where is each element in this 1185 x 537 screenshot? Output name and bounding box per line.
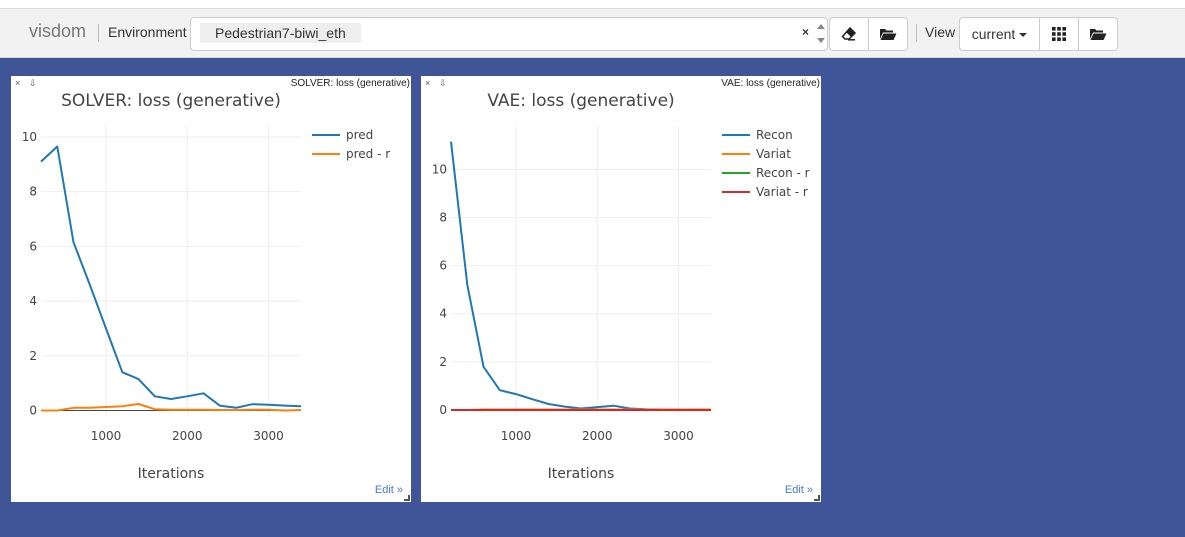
x-tick-label: 2000 xyxy=(582,429,613,443)
x-tick-label: 2000 xyxy=(172,429,203,443)
y-tick-label: 8 xyxy=(29,185,37,199)
y-tick-label: 4 xyxy=(29,294,37,308)
y-tick-label: 6 xyxy=(29,239,37,253)
series-line-0 xyxy=(40,145,302,409)
legend-label: Recon xyxy=(756,128,793,142)
brand-logo[interactable]: visdom xyxy=(29,21,87,41)
y-tick-label: 10 xyxy=(432,162,447,176)
eraser-icon xyxy=(841,26,857,41)
repack-button[interactable] xyxy=(1039,17,1079,51)
environment-select[interactable]: Pedestrian7-biwi_eth × xyxy=(190,17,828,51)
manage-env-button[interactable] xyxy=(868,17,908,51)
view-select-value: current xyxy=(971,26,1016,42)
chevron-up-icon[interactable] xyxy=(817,24,825,29)
chevron-down-icon[interactable] xyxy=(817,38,825,43)
series-line-0 xyxy=(450,141,711,411)
clear-env-button[interactable] xyxy=(829,17,869,51)
legend-label: pred xyxy=(346,128,373,142)
top-strip xyxy=(0,0,1185,8)
divider xyxy=(916,24,917,42)
y-tick-label: 0 xyxy=(439,403,447,417)
environment-spinner[interactable] xyxy=(816,21,827,47)
resize-handle-icon[interactable] xyxy=(814,495,820,501)
x-tick-label: 3000 xyxy=(253,429,284,443)
legend-label: pred - r xyxy=(346,147,390,161)
resize-handle-icon[interactable] xyxy=(404,495,410,501)
plot-window-solver[interactable]: × ⇩ SOLVER: loss (generative) SOLVER: lo… xyxy=(11,76,411,502)
x-axis-label: Iterations xyxy=(548,466,615,482)
clear-icon[interactable]: × xyxy=(802,25,810,39)
view-select[interactable]: current xyxy=(959,17,1040,51)
x-tick-label: 1000 xyxy=(91,429,122,443)
y-tick-label: 6 xyxy=(439,259,447,273)
legend-label: Variat xyxy=(756,147,791,161)
window-title: VAE: loss (generative) xyxy=(721,78,820,89)
legend-label: Variat - r xyxy=(756,185,808,199)
view-label: View xyxy=(925,24,956,40)
grid-icon xyxy=(1052,27,1066,41)
legend-label: Recon - r xyxy=(756,166,810,180)
environment-label: Environment xyxy=(108,24,187,40)
window-title: SOLVER: loss (generative) xyxy=(290,78,410,89)
folder-open-icon xyxy=(880,29,897,40)
y-tick-label: 0 xyxy=(29,404,37,418)
divider xyxy=(98,24,99,42)
manage-views-button[interactable] xyxy=(1078,17,1118,51)
line-chart[interactable]: SOLVER: loss (generative) 0 2 4 6 8 10 1000 2000… xyxy=(11,76,411,502)
chart-title: VAE: loss (generative) xyxy=(487,91,674,111)
y-tick-label: 8 xyxy=(439,210,447,224)
line-chart[interactable]: VAE: loss (generative) 0 2 4 6 8 10 1000 2000 300… xyxy=(421,76,821,502)
chart-title: SOLVER: loss (generative) xyxy=(61,91,281,111)
environment-tag[interactable]: Pedestrian7-biwi_eth xyxy=(200,23,361,43)
x-tick-label: 1000 xyxy=(501,429,532,443)
series-line-1 xyxy=(41,403,302,412)
download-icon[interactable]: ⇩ xyxy=(439,78,447,88)
y-tick-label: 2 xyxy=(439,355,447,369)
y-tick-label: 10 xyxy=(22,130,37,144)
navbar: visdom Environment Pedestrian7-biwi_eth … xyxy=(0,8,1185,58)
close-icon[interactable]: × xyxy=(15,78,21,88)
folder-open-icon xyxy=(1090,29,1107,40)
x-axis-label: Iterations xyxy=(138,466,205,482)
download-icon[interactable]: ⇩ xyxy=(29,78,37,88)
plot-window-vae[interactable]: × ⇩ VAE: loss (generative) VAE: loss (ge… xyxy=(421,76,821,502)
y-tick-label: 4 xyxy=(439,307,447,321)
caret-down-icon xyxy=(1019,33,1028,37)
edit-link[interactable]: Edit » xyxy=(784,484,813,496)
edit-link[interactable]: Edit » xyxy=(374,484,403,496)
close-icon[interactable]: × xyxy=(425,78,431,88)
x-tick-label: 3000 xyxy=(663,429,694,443)
y-tick-label: 2 xyxy=(29,349,37,363)
